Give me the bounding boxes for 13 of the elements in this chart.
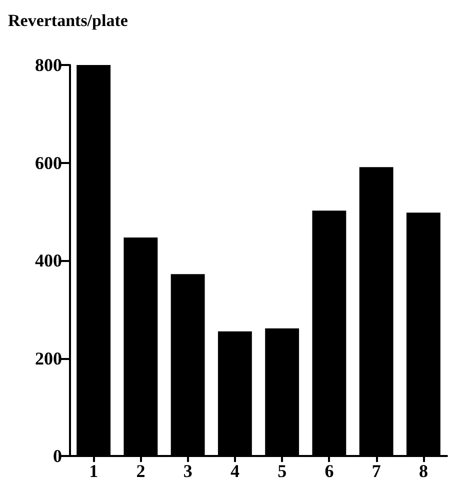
x-tick-label: 1 [89, 461, 98, 481]
x-tick-label: 5 [278, 461, 287, 481]
x-tick-label: 7 [372, 461, 381, 481]
y-axis-title: Revertants/plate [8, 11, 128, 30]
x-tick-label: 4 [230, 461, 240, 481]
y-tick-label: 200 [35, 348, 62, 368]
x-tick-label: 8 [418, 461, 428, 481]
y-tick-label: 400 [35, 250, 62, 270]
y-tick-label: 800 [35, 55, 62, 75]
x-tick-label: 2 [136, 461, 146, 481]
y-tick-label: 600 [35, 152, 62, 173]
x-tick-label: 6 [324, 461, 334, 481]
x-tick-label: 3 [183, 461, 192, 481]
